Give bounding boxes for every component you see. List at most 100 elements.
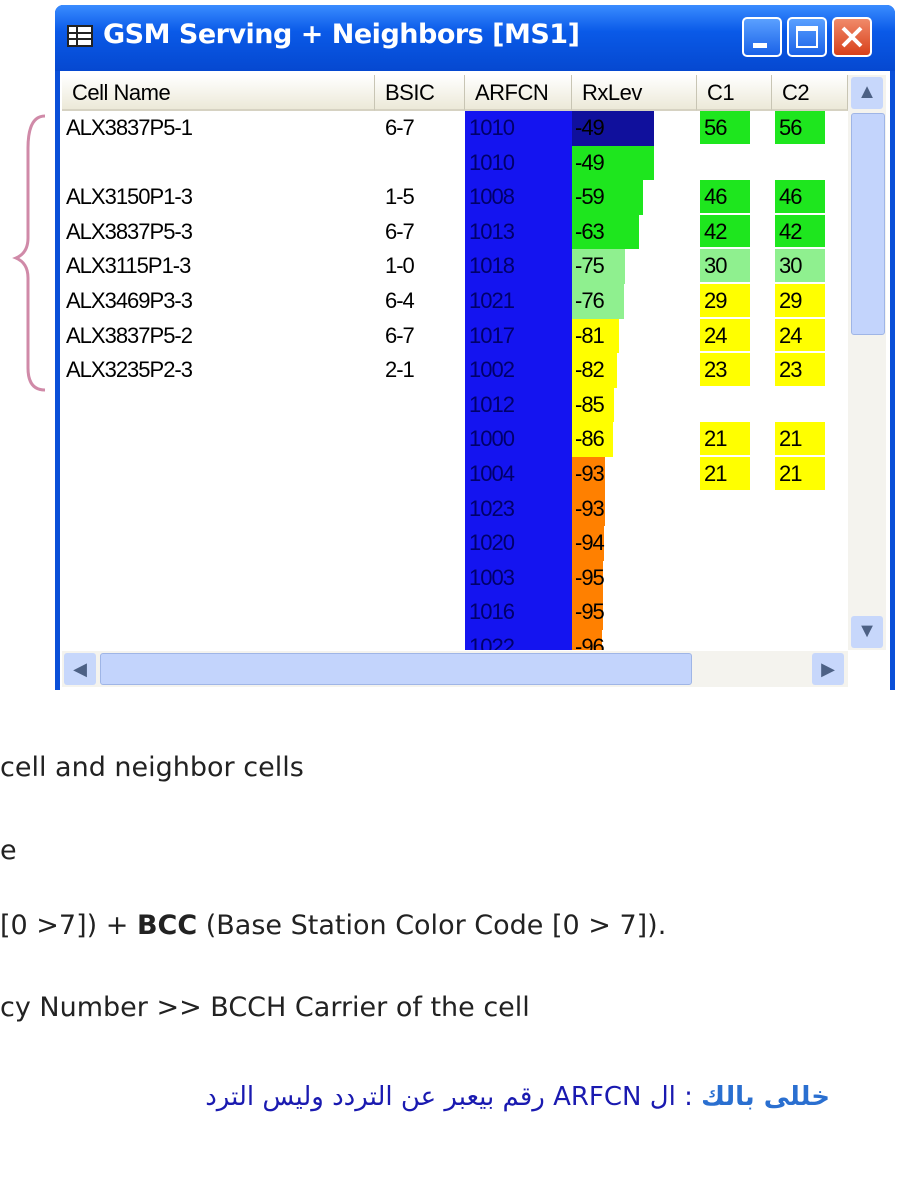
arfcn: 1002 — [469, 357, 515, 383]
text-run: e — [0, 835, 17, 866]
rxlev: -95 — [575, 599, 605, 625]
c2: 29 — [779, 288, 803, 313]
arfcn: 1022 — [469, 634, 515, 650]
c1: 24 — [704, 322, 728, 348]
c-bar — [775, 180, 825, 213]
arfcn: 1017 — [469, 322, 515, 348]
arfcn: 1008 — [469, 184, 515, 210]
note: خللى بالك : ال ARFCN رقم بيعبر عن التردد… — [205, 1082, 830, 1112]
rxlev: -63 — [575, 218, 605, 244]
arfcn: 1012 — [469, 391, 515, 417]
rxlev-bar — [572, 318, 619, 354]
cell-name: ALX3837P5-3 — [66, 218, 193, 244]
c2: 21 — [779, 426, 803, 452]
c2: 56 — [779, 115, 803, 140]
rxlev: -76 — [575, 288, 605, 313]
text-run: (Base Station Color Code [0 > 7]). — [197, 910, 667, 941]
bsic: 1-5 — [385, 184, 415, 210]
c-bar — [775, 284, 825, 317]
text-run: [0 >7]) + — [0, 910, 137, 941]
c2: 21 — [779, 461, 803, 486]
arfcn: 1013 — [469, 218, 515, 244]
c-bar — [775, 318, 825, 352]
c1: 21 — [704, 426, 728, 452]
c1: 30 — [704, 253, 728, 279]
rxlev: -49 — [575, 149, 605, 175]
rxlev: -93 — [575, 461, 605, 486]
rxlev-bar — [572, 457, 606, 492]
rxlev: -85 — [575, 391, 605, 417]
vertical-scrollbar[interactable]: ▲ ▼ — [848, 75, 886, 650]
rxlev: -93 — [575, 495, 605, 521]
window-icon — [67, 25, 93, 47]
arfcn-column-fill — [465, 111, 572, 650]
bsic: 2-1 — [385, 357, 415, 383]
c-bar — [700, 284, 750, 317]
window-title: GSM Serving + Neighbors [MS1] — [103, 19, 580, 50]
rxlev: -96 — [575, 634, 605, 650]
rxlev-bar — [572, 526, 605, 561]
text-run: cy Number >> BCCH Carrier of the cell — [0, 992, 530, 1023]
text-line: cy Number >> BCCH Carrier of the cell — [0, 992, 530, 1023]
bsic: 6-7 — [385, 115, 415, 140]
c2: 42 — [779, 218, 803, 244]
arfcn: 1000 — [469, 426, 515, 452]
text-line: cell and neighbor cells — [0, 752, 304, 783]
rxlev-bar — [572, 595, 604, 630]
column-header: Cell Name — [62, 75, 375, 111]
rxlev-bar — [572, 284, 625, 319]
note-text: : ال ARFCN رقم بيعبر عن التردد وليس التر… — [205, 1082, 693, 1112]
maximize-button[interactable] — [787, 17, 827, 57]
rxlev: -82 — [575, 357, 605, 383]
arfcn: 1003 — [469, 564, 515, 590]
window: GSM Serving + Neighbors [MS1] Cell Name B… — [55, 5, 895, 690]
text-run: cell and neighbor cells — [0, 752, 304, 783]
cell-name: ALX3115P1-3 — [66, 253, 191, 279]
c2: 30 — [779, 253, 803, 279]
c2: 24 — [779, 322, 803, 348]
rxlev-bar — [572, 560, 604, 596]
rxlev-bar — [572, 111, 654, 146]
column-header: C2 — [772, 75, 848, 111]
text-line: e — [0, 835, 17, 866]
arfcn: 1021 — [469, 288, 515, 313]
minimize-button[interactable] — [742, 17, 782, 57]
c-bar — [700, 180, 750, 213]
rxlev: -49 — [575, 115, 605, 140]
close-button[interactable] — [832, 17, 872, 57]
rxlev: -95 — [575, 564, 605, 590]
arfcn: 1016 — [469, 599, 515, 625]
arfcn: 1018 — [469, 253, 515, 279]
c-bar — [775, 422, 825, 455]
text-line: [0 >7]) + BCC (Base Station Color Code [… — [0, 910, 666, 941]
column-header: C1 — [697, 75, 772, 111]
c2: 23 — [779, 357, 803, 383]
arfcn: 1004 — [469, 461, 515, 486]
c1: 23 — [704, 357, 728, 383]
c-bar — [775, 111, 825, 144]
arfcn: 1023 — [469, 495, 515, 521]
c1: 29 — [704, 288, 728, 313]
rxlev: -59 — [575, 184, 605, 210]
horizontal-scrollbar[interactable]: ◀ ▶ — [62, 651, 848, 687]
bsic: 6-7 — [385, 322, 415, 348]
bsic: 1-0 — [385, 253, 415, 279]
title-bar: GSM Serving + Neighbors [MS1] — [55, 5, 895, 71]
cell-name: ALX3469P3-3 — [66, 288, 193, 313]
arfcn: 1010 — [469, 149, 515, 175]
column-header: ARFCN — [465, 75, 572, 111]
bsic: 6-4 — [385, 288, 415, 313]
c-bar — [700, 214, 750, 248]
rxlev: -86 — [575, 426, 605, 452]
arfcn: 1020 — [469, 530, 515, 556]
rxlev-bar — [572, 630, 602, 650]
c1: 42 — [704, 218, 728, 244]
rxlev-bar — [572, 353, 618, 388]
c-bar — [700, 422, 750, 455]
c-bar — [700, 249, 750, 282]
c-bar — [700, 457, 750, 490]
list-view: Cell Name BSIC ARFCN RxLev C1 C2 ALX3837P5-1 6… — [60, 71, 890, 690]
note-label: خللى بالك — [701, 1082, 830, 1112]
c1: 21 — [704, 461, 728, 486]
rxlev: -81 — [575, 322, 605, 348]
